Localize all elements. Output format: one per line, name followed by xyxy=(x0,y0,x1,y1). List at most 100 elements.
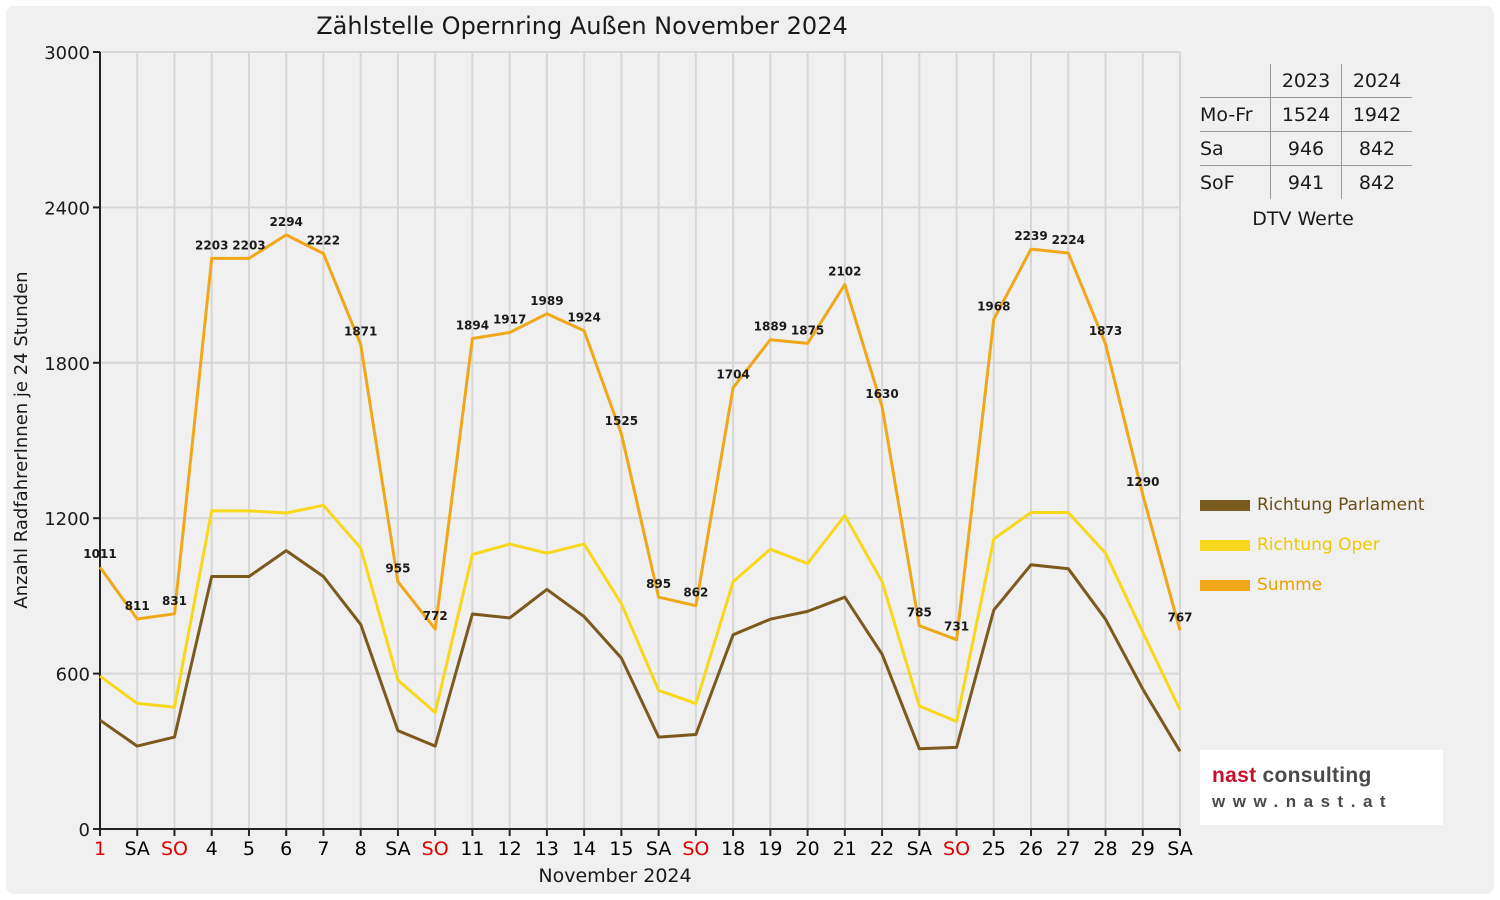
dtv-caption: DTV Werte xyxy=(1252,208,1354,230)
legend-item-summe: Summe xyxy=(1200,575,1322,595)
x-tick-label: 1 xyxy=(94,838,106,860)
x-tick-label: 20 xyxy=(795,838,819,860)
x-tick-label: 5 xyxy=(243,838,255,860)
x-tick-label: 8 xyxy=(355,838,367,860)
data-label: 2102 xyxy=(828,265,861,279)
x-tick-label: SA xyxy=(385,838,410,860)
x-tick-label: 28 xyxy=(1093,838,1117,860)
legend-item-parlament: Richtung Parlament xyxy=(1200,495,1425,515)
company-logo: nast consulting www.nast.at xyxy=(1200,750,1443,825)
x-tick-label: 22 xyxy=(870,838,894,860)
legend-item-oper: Richtung Oper xyxy=(1200,535,1380,555)
legend-swatch xyxy=(1200,539,1250,551)
legend-label: Richtung Parlament xyxy=(1257,495,1425,515)
data-label: 1011 xyxy=(83,547,116,561)
data-label: 1290 xyxy=(1126,475,1159,489)
data-label: 1871 xyxy=(344,324,377,338)
dtv-header-empty xyxy=(1200,64,1271,98)
data-label: 862 xyxy=(683,586,708,600)
x-tick-label: 12 xyxy=(498,838,522,860)
x-tick-label: 7 xyxy=(317,838,329,860)
chart-title: Zählstelle Opernring Außen November 2024 xyxy=(316,12,848,40)
x-tick-label: 6 xyxy=(280,838,292,860)
legend-swatch xyxy=(1200,499,1250,511)
x-tick-label: SA xyxy=(125,838,150,860)
logo-name-part1: nast xyxy=(1212,764,1257,787)
dtv-row-label: Sa xyxy=(1200,131,1271,166)
y-tick-label: 3000 xyxy=(44,43,90,64)
x-tick-label: 14 xyxy=(572,838,596,860)
logo-name-part2: consulting xyxy=(1262,764,1372,787)
data-label: 2222 xyxy=(307,234,340,248)
data-label: 1525 xyxy=(605,414,638,428)
data-label: 2239 xyxy=(1014,229,1047,243)
dtv-header-2024: 2024 xyxy=(1341,64,1412,98)
series-line-parlament xyxy=(99,549,1182,753)
data-label: 2203 xyxy=(232,238,265,252)
y-tick-label: 1200 xyxy=(44,509,90,530)
data-label: 895 xyxy=(646,577,671,591)
y-axis-label: Anzahl RadfahrerInnen je 24 Stunden xyxy=(11,271,32,608)
logo-name: nast consulting xyxy=(1212,764,1372,788)
dtv-row-label: Mo-Fr xyxy=(1200,97,1271,132)
dtv-row-sof: SoF 941 842 xyxy=(1200,165,1412,199)
series-line-oper xyxy=(99,503,1182,723)
data-label: 1894 xyxy=(456,318,489,332)
x-tick-label: 27 xyxy=(1056,838,1080,860)
legend-swatch xyxy=(1200,579,1250,591)
dtv-header-2023: 2023 xyxy=(1270,64,1342,98)
dtv-row-label: SoF xyxy=(1200,165,1271,199)
x-tick-label: SA xyxy=(1167,838,1192,860)
data-label: 1968 xyxy=(977,299,1010,313)
dtv-value-2023: 941 xyxy=(1270,165,1342,199)
x-tick-label: 4 xyxy=(206,838,218,860)
series-line-summe xyxy=(98,233,1182,642)
data-label: 772 xyxy=(423,609,448,623)
data-label: 1873 xyxy=(1089,324,1122,338)
x-tick-label: 25 xyxy=(982,838,1006,860)
data-label: 2224 xyxy=(1052,233,1085,247)
data-label: 955 xyxy=(385,562,410,576)
data-label: 2294 xyxy=(270,215,303,229)
x-tick-label: SO xyxy=(682,838,709,860)
dtv-row-sa: Sa 946 842 xyxy=(1200,131,1412,166)
data-label: 785 xyxy=(907,606,932,620)
x-tick-label: 21 xyxy=(833,838,857,860)
x-tick-label: 19 xyxy=(758,838,782,860)
legend-label: Summe xyxy=(1257,575,1323,595)
data-label: 767 xyxy=(1167,610,1192,624)
dtv-value-2023: 946 xyxy=(1270,131,1342,166)
data-label: 1917 xyxy=(493,312,526,326)
data-label: 1630 xyxy=(865,387,898,401)
x-tick-label: 18 xyxy=(721,838,745,860)
x-tick-label: SO xyxy=(161,838,188,860)
x-tick-label: SA xyxy=(646,838,671,860)
x-tick-label: 11 xyxy=(460,838,484,860)
dtv-value-2024: 842 xyxy=(1358,171,1396,194)
data-label: 831 xyxy=(162,594,187,608)
logo-url: www.nast.at xyxy=(1212,792,1394,811)
y-tick-label: 2400 xyxy=(44,198,90,219)
data-label: 2203 xyxy=(195,238,228,252)
y-tick-label: 0 xyxy=(79,820,90,841)
x-tick-label: 29 xyxy=(1131,838,1155,860)
data-label: 1924 xyxy=(567,311,600,325)
x-tick-label: SA xyxy=(907,838,932,860)
data-label: 731 xyxy=(944,620,969,634)
x-tick-label: SO xyxy=(943,838,970,860)
x-tick-label: 26 xyxy=(1019,838,1043,860)
data-label: 1704 xyxy=(716,368,749,382)
data-label: 811 xyxy=(125,599,150,613)
x-tick-label: 15 xyxy=(609,838,633,860)
x-tick-label: SO xyxy=(422,838,449,860)
dtv-header-row: 2023 2024 xyxy=(1200,64,1412,98)
dtv-row-mofr: Mo-Fr 1524 1942 xyxy=(1200,97,1412,132)
y-tick-label: 600 xyxy=(56,665,90,686)
data-label: 1889 xyxy=(754,320,787,334)
dtv-value-2023: 1524 xyxy=(1270,97,1342,132)
dtv-value-2024: 1942 xyxy=(1341,97,1412,132)
dtv-value-2024: 842 xyxy=(1341,131,1412,166)
legend-label: Richtung Oper xyxy=(1257,535,1380,555)
x-tick-label: 13 xyxy=(535,838,559,860)
